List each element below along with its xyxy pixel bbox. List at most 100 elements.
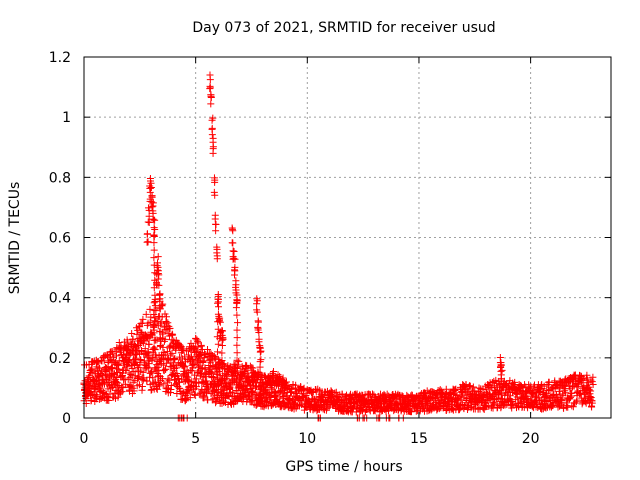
data-point <box>166 324 174 332</box>
data-point <box>186 394 194 402</box>
data-point <box>139 368 147 376</box>
data-point <box>498 382 506 390</box>
data-point <box>133 330 141 338</box>
data-point <box>188 367 196 375</box>
data-point <box>589 381 597 389</box>
data-point <box>236 376 244 384</box>
data-point <box>148 203 156 211</box>
data-point <box>551 385 559 393</box>
data-point <box>148 368 156 376</box>
data-point <box>233 311 241 319</box>
data-point <box>163 385 171 393</box>
data-point <box>85 381 93 389</box>
data-point <box>150 254 158 262</box>
data-point <box>156 335 164 343</box>
data-point <box>162 365 170 373</box>
data-point <box>161 326 169 334</box>
data-point <box>134 326 142 334</box>
data-point <box>109 353 117 361</box>
data-point <box>156 327 164 335</box>
data-point <box>229 227 237 235</box>
data-point <box>292 381 300 389</box>
data-point <box>558 397 566 405</box>
data-point <box>208 124 216 132</box>
data-point <box>194 343 202 351</box>
data-point <box>115 339 123 347</box>
data-point <box>148 355 156 363</box>
data-point <box>587 387 595 395</box>
data-point <box>162 313 170 321</box>
data-point <box>210 174 218 182</box>
data-point <box>215 314 223 322</box>
data-point <box>208 116 216 124</box>
data-point <box>212 399 220 407</box>
data-point <box>135 381 143 389</box>
data-point <box>436 386 444 394</box>
data-point <box>182 395 190 403</box>
data-points <box>80 71 597 422</box>
x-tick-label: 20 <box>522 431 540 447</box>
data-point <box>192 375 200 383</box>
y-axis-label: SRMTID / TECUs <box>7 182 23 295</box>
data-point <box>213 348 221 356</box>
data-point <box>274 371 282 379</box>
data-point <box>212 227 220 235</box>
data-point <box>136 355 144 363</box>
data-point <box>151 346 159 354</box>
x-tick-label: 5 <box>191 431 200 447</box>
data-point <box>288 385 296 393</box>
data-point <box>588 403 596 411</box>
data-point <box>168 349 176 357</box>
data-point <box>150 231 158 239</box>
data-point <box>149 199 157 207</box>
data-point <box>206 85 214 93</box>
data-point <box>218 341 226 349</box>
data-point <box>466 382 474 390</box>
data-point <box>469 383 477 391</box>
y-tick-label: 0.8 <box>49 170 71 186</box>
data-point <box>107 385 115 393</box>
data-point <box>110 370 118 378</box>
data-point <box>163 378 171 386</box>
data-point <box>581 396 589 404</box>
chart-title: Day 073 of 2021, SRMTID for receiver usu… <box>192 20 495 36</box>
data-point <box>150 336 158 344</box>
data-point <box>207 100 215 108</box>
data-point <box>156 290 164 298</box>
data-point <box>146 175 154 183</box>
data-point <box>257 356 265 364</box>
data-point <box>199 392 207 400</box>
data-point <box>128 365 136 373</box>
data-point <box>164 375 172 383</box>
data-point <box>569 403 577 411</box>
data-point <box>184 373 192 381</box>
data-point <box>213 370 221 378</box>
data-point <box>143 230 151 238</box>
data-point <box>249 364 257 372</box>
data-point <box>449 405 457 413</box>
data-point <box>199 357 207 365</box>
data-point <box>209 149 217 157</box>
data-point <box>120 376 128 384</box>
data-point <box>173 364 181 372</box>
data-point <box>233 349 241 357</box>
data-point <box>241 368 249 376</box>
data-point <box>142 310 150 318</box>
data-point <box>232 286 240 294</box>
data-point <box>150 299 158 307</box>
data-point <box>215 363 223 371</box>
data-point <box>147 184 155 192</box>
data-point <box>260 387 268 395</box>
data-point <box>200 394 208 402</box>
data-point <box>119 350 127 358</box>
data-point <box>233 326 241 334</box>
data-point <box>234 371 242 379</box>
data-point <box>208 396 216 404</box>
data-point <box>276 372 284 380</box>
x-tick-label: 15 <box>410 431 428 447</box>
data-point <box>233 334 241 342</box>
data-point <box>160 367 168 375</box>
data-point <box>562 389 570 397</box>
data-point <box>211 211 219 219</box>
